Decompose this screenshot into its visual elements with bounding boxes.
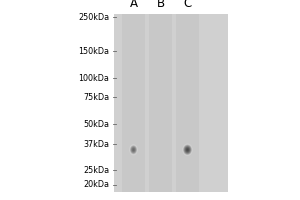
Text: 250kDa: 250kDa (78, 13, 110, 22)
Text: A: A (130, 0, 137, 10)
Text: 150kDa: 150kDa (79, 47, 110, 56)
Text: 25kDa: 25kDa (83, 166, 110, 175)
Text: 50kDa: 50kDa (83, 120, 110, 129)
Text: 37kDa: 37kDa (83, 140, 110, 149)
Text: 100kDa: 100kDa (79, 74, 110, 83)
Text: B: B (156, 0, 165, 10)
Text: 75kDa: 75kDa (83, 93, 110, 102)
Text: 20kDa: 20kDa (83, 180, 110, 189)
Text: C: C (183, 0, 192, 10)
